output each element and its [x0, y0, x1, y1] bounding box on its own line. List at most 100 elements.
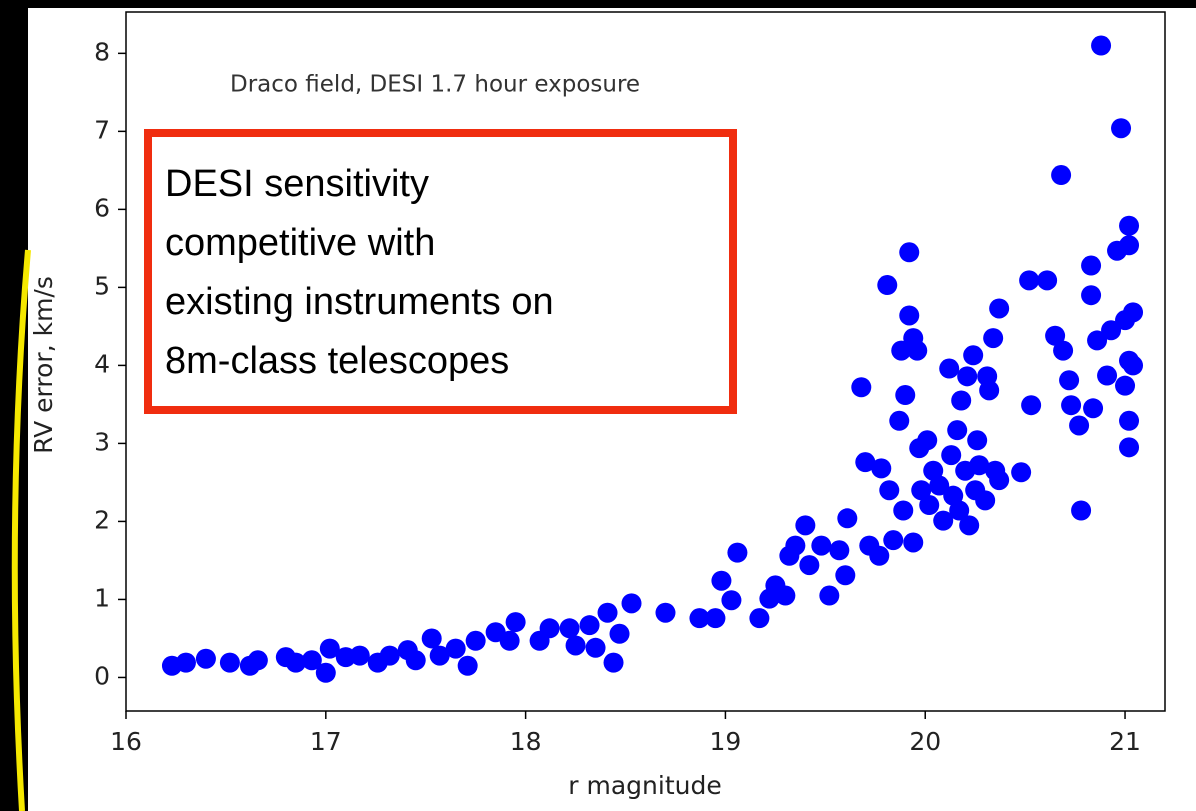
point — [983, 328, 1004, 349]
point — [1061, 395, 1082, 416]
point — [621, 593, 642, 614]
point — [457, 655, 478, 676]
decor-arc — [11, 249, 31, 811]
point — [799, 555, 820, 576]
point — [1053, 340, 1074, 361]
point — [585, 637, 606, 658]
point — [917, 430, 938, 451]
x-tick-label: 20 — [909, 727, 941, 756]
y-tick-label: 0 — [94, 661, 110, 690]
point — [951, 390, 972, 411]
point — [655, 602, 676, 623]
point — [899, 305, 920, 326]
point — [559, 618, 580, 639]
point — [877, 275, 898, 296]
x-tick-label: 18 — [510, 727, 542, 756]
point — [1087, 330, 1108, 351]
point — [1051, 165, 1072, 186]
point — [597, 602, 618, 623]
point — [929, 475, 950, 496]
point — [421, 628, 442, 649]
y-tick-label: 4 — [94, 349, 110, 378]
point — [959, 515, 980, 536]
point — [851, 377, 872, 398]
y-tick-label: 6 — [94, 193, 110, 222]
point — [879, 480, 900, 501]
point — [1071, 500, 1092, 521]
point — [855, 452, 876, 473]
callout-line: DESI sensitivity — [165, 163, 429, 205]
point — [315, 662, 336, 683]
point — [579, 615, 600, 636]
point — [1123, 302, 1144, 323]
point — [939, 358, 960, 379]
y-tick-label: 2 — [94, 505, 110, 534]
point — [1119, 235, 1140, 256]
point — [1081, 285, 1102, 306]
point — [429, 645, 450, 666]
x-axis-label: r magnitude — [568, 771, 721, 800]
point — [1059, 370, 1080, 391]
point — [889, 410, 910, 431]
point — [285, 652, 306, 673]
point — [975, 490, 996, 511]
point — [919, 495, 940, 516]
point — [379, 645, 400, 666]
point — [1091, 35, 1112, 56]
point — [871, 458, 892, 479]
point — [1021, 395, 1042, 416]
point — [1111, 118, 1132, 139]
point — [195, 648, 216, 669]
point — [893, 500, 914, 521]
point — [883, 530, 904, 551]
point — [891, 340, 912, 361]
point — [721, 590, 742, 611]
point — [941, 445, 962, 466]
y-tick-label: 3 — [94, 427, 110, 456]
annotation: Draco field, DESI 1.7 hour exposure — [230, 72, 640, 98]
point — [1115, 375, 1136, 396]
point — [539, 618, 560, 639]
point — [603, 652, 624, 673]
point — [957, 366, 978, 387]
callout-line: existing instruments on — [165, 281, 554, 323]
callout-line: competitive with — [165, 222, 435, 264]
point — [1081, 255, 1102, 276]
point — [319, 638, 340, 659]
point — [1083, 398, 1104, 419]
point — [811, 535, 832, 556]
point — [1119, 410, 1140, 431]
point — [837, 508, 858, 529]
point — [1119, 437, 1140, 458]
point — [947, 420, 968, 441]
point — [727, 542, 748, 563]
point — [175, 652, 196, 673]
point — [989, 470, 1010, 491]
point — [1019, 270, 1040, 291]
point — [405, 650, 426, 671]
point — [711, 570, 732, 591]
point — [1069, 415, 1090, 436]
point — [911, 480, 932, 501]
point — [1101, 320, 1122, 341]
point — [829, 540, 850, 561]
point — [1011, 462, 1032, 483]
point — [349, 645, 370, 666]
point — [465, 630, 486, 651]
point — [963, 345, 984, 366]
point — [499, 630, 520, 651]
y-tick-label: 8 — [94, 37, 110, 66]
point — [689, 608, 710, 629]
point — [869, 545, 890, 566]
point — [907, 340, 928, 361]
callout: DESI sensitivity competitive with existing… — [165, 163, 554, 382]
point — [933, 510, 954, 531]
y-axis-label: RV error, km/s — [29, 276, 58, 454]
point — [967, 430, 988, 451]
point — [705, 608, 726, 629]
point — [609, 623, 630, 644]
point — [895, 385, 916, 406]
point — [819, 585, 840, 606]
point — [1097, 365, 1118, 386]
